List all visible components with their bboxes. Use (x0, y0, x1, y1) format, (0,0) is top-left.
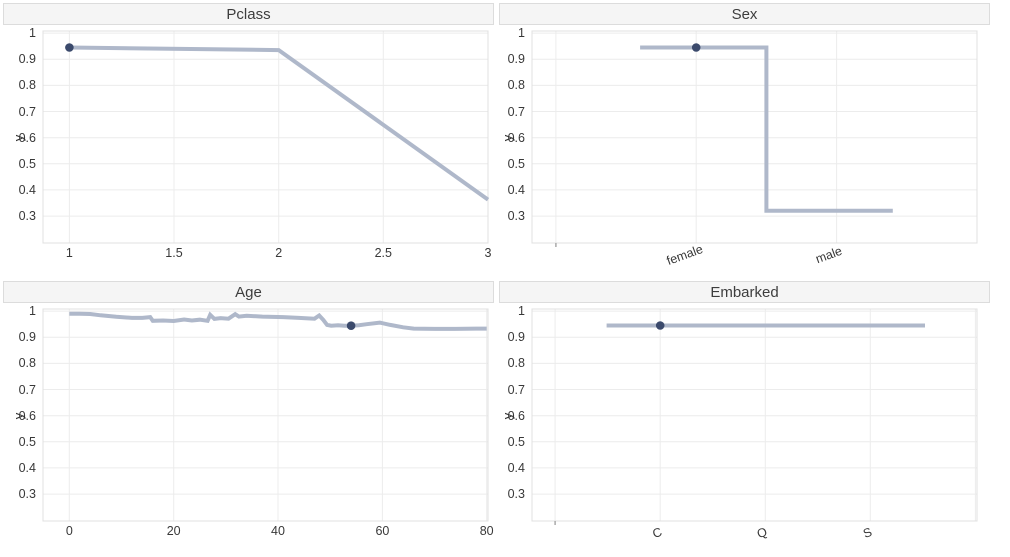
panel-title-bar-sex: Sex (499, 3, 990, 25)
instance-marker[interactable] (65, 43, 74, 52)
y-tick-label: 0.4 (507, 460, 525, 475)
x-tick-label: 3 (484, 246, 492, 260)
y-tick-label: 0.4 (18, 460, 36, 475)
x-tick-label: 40 (271, 524, 285, 538)
series-line[interactable] (69, 45, 490, 202)
series-line[interactable] (69, 311, 487, 331)
y-tick-label: 0.7 (507, 104, 525, 119)
panel-title: Age (235, 283, 262, 301)
y-tick-label: 1 (518, 26, 525, 41)
y-axis-label: y (11, 412, 26, 419)
plot-sex[interactable] (499, 0, 995, 278)
y-tick-label: 0.7 (507, 382, 525, 397)
y-tick-label: 0.7 (18, 104, 36, 119)
plot-pclass[interactable] (3, 0, 499, 278)
y-tick-label: 0.5 (507, 156, 525, 171)
y-tick-label: 0.4 (507, 182, 525, 197)
y-tick-label: 0.5 (507, 434, 525, 449)
panel-pclass: Pclass 1 0.9 0.8 0.7 0.6 0.5 0.4 0.3 1 1.5 2 2.5 3 y (3, 0, 499, 278)
y-tick-label: 0.4 (18, 182, 36, 197)
y-tick-label: 0.6 (507, 408, 525, 423)
y-tick-label: 0.8 (507, 356, 525, 371)
y-axis-label: y (500, 412, 515, 419)
plot-border (42, 30, 489, 244)
y-tick-label: 1 (518, 304, 525, 319)
panel-title-bar-age: Age (3, 281, 494, 303)
x-tick-label: 1.5 (165, 246, 183, 260)
y-tick-label: 0.9 (507, 330, 525, 345)
panel-title: Embarked (710, 283, 779, 301)
y-axis-label: y (11, 134, 26, 141)
instance-marker[interactable] (655, 321, 665, 330)
y-tick-label: 0.9 (18, 52, 36, 67)
x-tick-label: 80 (479, 524, 494, 538)
x-tick-label: 20 (166, 524, 181, 538)
y-tick-label: 0.3 (507, 209, 525, 224)
panel-title: Sex (731, 5, 758, 23)
plot-border (531, 30, 978, 244)
plot-canvas[interactable] (3, 278, 499, 556)
plot-canvas[interactable] (499, 278, 995, 556)
y-tick-label: 0.8 (18, 356, 36, 371)
plot-canvas[interactable] (499, 0, 995, 278)
panel-age: Age 1 0.9 0.8 0.7 0.6 0.5 0.4 0.3 0 20 40 60 80 y (3, 278, 499, 556)
y-tick-label: 0.8 (18, 78, 36, 93)
panel-title-bar-pclass: Pclass (3, 3, 494, 25)
panel-sex: Sex 1 0.9 0.8 0.7 0.6 0.5 0.4 0.3 female male y (499, 0, 995, 278)
y-tick-label: 0.9 (18, 330, 36, 345)
y-tick-label: 0.3 (18, 209, 36, 224)
x-tick-label: 0 (65, 524, 73, 538)
instance-marker[interactable] (346, 321, 356, 330)
y-tick-label: 0.6 (18, 130, 36, 145)
plot-age[interactable] (3, 278, 499, 556)
y-tick-label: 0.6 (507, 130, 525, 145)
y-axis-label: y (500, 134, 515, 141)
plot-border (42, 308, 489, 522)
y-tick-label: 0.3 (18, 487, 36, 502)
instance-marker[interactable] (691, 43, 701, 52)
x-tick-label: 60 (375, 524, 390, 538)
panel-title: Pclass (226, 5, 271, 23)
plot-canvas[interactable] (3, 0, 499, 278)
x-tick-label: 2.5 (374, 246, 392, 260)
panel-title-bar-embarked: Embarked (499, 281, 990, 303)
y-tick-label: 0.5 (18, 156, 36, 171)
y-tick-label: 0.3 (507, 487, 525, 502)
y-tick-label: 0.5 (18, 434, 36, 449)
plot-border (531, 308, 978, 522)
y-tick-label: 1 (29, 304, 36, 319)
series-line[interactable] (640, 45, 893, 213)
y-tick-label: 0.6 (18, 408, 36, 423)
y-tick-label: 0.7 (18, 382, 36, 397)
y-tick-label: 0.9 (507, 52, 525, 67)
y-tick-label: 0.8 (507, 78, 525, 93)
y-tick-label: 1 (29, 26, 36, 41)
x-tick-label: 1 (65, 246, 73, 260)
plot-embarked[interactable] (499, 278, 995, 556)
x-tick-label: 2 (275, 246, 283, 260)
